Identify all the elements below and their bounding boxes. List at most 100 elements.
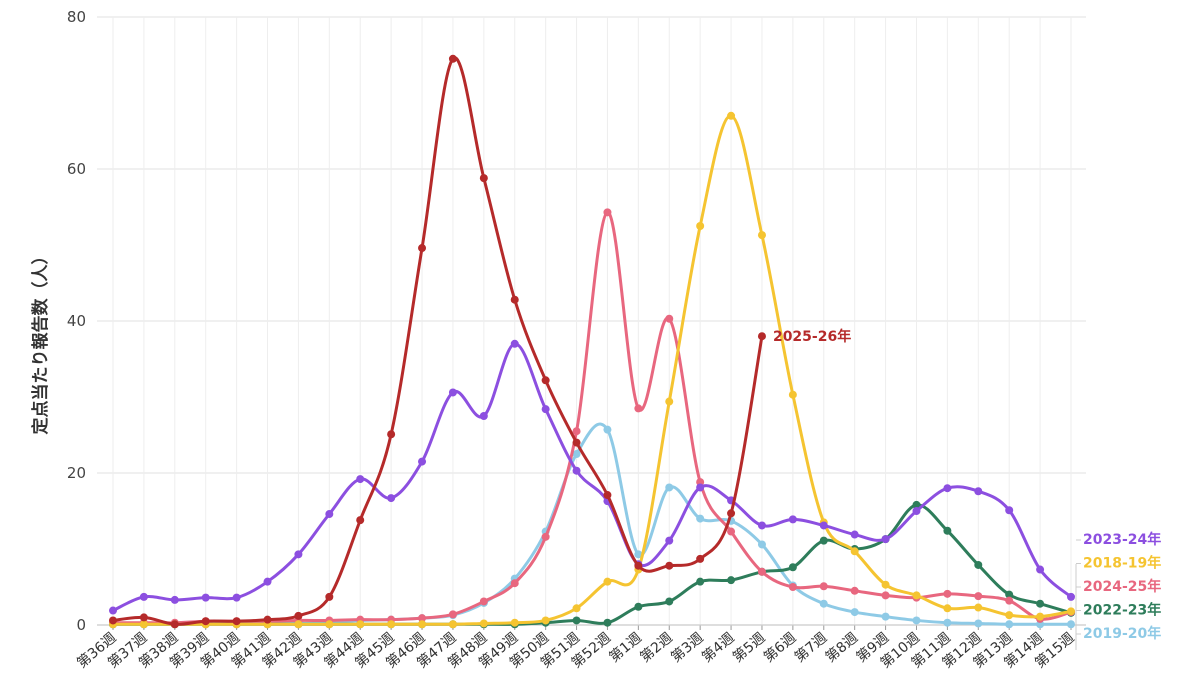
data-point	[912, 507, 921, 515]
data-point	[665, 314, 674, 323]
data-point	[356, 620, 365, 629]
data-point	[448, 610, 457, 619]
series-line	[111, 503, 1073, 626]
data-point	[974, 560, 983, 569]
series-2019-20年	[109, 422, 1075, 629]
data-point	[974, 592, 983, 601]
data-point	[757, 540, 766, 549]
data-point	[788, 583, 797, 591]
data-point	[201, 593, 210, 602]
data-point	[418, 457, 427, 466]
data-point	[727, 527, 736, 536]
data-point	[356, 516, 365, 525]
data-point	[819, 599, 828, 608]
data-point	[510, 579, 519, 588]
data-point	[572, 466, 581, 475]
data-point	[727, 111, 736, 120]
data-point	[232, 593, 241, 602]
data-point	[912, 500, 921, 509]
series-2025-26年	[109, 54, 766, 629]
series-line	[111, 342, 1073, 613]
x-tick-label: 第7週	[791, 629, 830, 666]
data-point	[1067, 607, 1075, 616]
data-point	[943, 604, 952, 613]
data-point	[757, 567, 766, 576]
data-point	[757, 332, 766, 341]
data-point	[665, 561, 674, 570]
data-point	[387, 430, 396, 439]
data-point	[1005, 620, 1014, 629]
data-point	[943, 589, 952, 598]
data-point	[541, 376, 550, 385]
data-point	[696, 483, 705, 492]
data-point	[139, 592, 148, 601]
y-axis-label: 定点当たり報告数（人）	[30, 248, 51, 435]
legend-label: 2023-24年	[1083, 531, 1161, 548]
x-tick-label: 第4週	[698, 629, 737, 666]
data-point	[170, 595, 179, 604]
data-point	[232, 617, 241, 626]
axes: 020406080第36週第37週第38週第39週第40週第41週第42週第43…	[30, 8, 1086, 672]
data-point	[541, 405, 550, 414]
data-point	[1005, 590, 1014, 599]
data-point	[109, 606, 117, 615]
data-point	[387, 494, 396, 503]
legend-label: 2019-20年	[1083, 625, 1161, 642]
data-point	[850, 530, 859, 539]
data-point	[541, 532, 550, 541]
data-point	[418, 244, 427, 253]
data-point	[479, 174, 488, 183]
data-point	[665, 597, 674, 606]
data-point	[263, 615, 272, 624]
series-2023-24年	[109, 339, 1075, 615]
data-point	[850, 608, 859, 617]
y-tick-label: 0	[76, 616, 86, 634]
data-point	[294, 611, 303, 620]
data-point	[448, 54, 457, 63]
series-2018-19年	[109, 111, 1075, 629]
series-line	[111, 210, 1073, 625]
data-point	[943, 484, 952, 493]
legend-label: 2024-25年	[1083, 578, 1161, 595]
data-point	[881, 612, 890, 621]
data-point	[881, 580, 890, 589]
data-point	[572, 604, 581, 613]
data-point	[170, 620, 179, 629]
data-point	[109, 616, 117, 625]
data-point	[1005, 506, 1014, 515]
data-point	[325, 592, 334, 601]
data-point	[294, 550, 303, 559]
labels: 2025-26年 2023-24年 2018-19年 2024-25年 2022-23年…	[773, 328, 1161, 650]
series-line	[111, 56, 764, 626]
data-point	[727, 576, 736, 585]
data-point	[634, 602, 643, 611]
y-tick-label: 60	[67, 160, 86, 178]
data-point	[757, 231, 766, 240]
data-point	[819, 536, 828, 545]
data-point	[696, 554, 705, 563]
data-point	[603, 577, 612, 586]
data-point	[510, 295, 519, 304]
data-point	[510, 339, 519, 348]
data-point	[294, 620, 303, 629]
data-point	[1036, 599, 1045, 608]
data-point	[139, 620, 148, 629]
data-point	[510, 618, 519, 627]
data-point	[139, 613, 148, 622]
data-point	[448, 388, 457, 397]
data-point	[757, 521, 766, 530]
data-point	[572, 427, 581, 436]
data-point	[263, 577, 272, 586]
y-tick-label: 20	[67, 464, 86, 482]
data-point	[665, 397, 674, 406]
data-point	[418, 614, 427, 623]
series-end-label: 2025-26年	[773, 328, 851, 345]
data-point	[974, 619, 983, 628]
x-tick-label: 第8週	[822, 629, 861, 666]
data-point	[541, 616, 550, 625]
data-point	[819, 582, 828, 591]
legend-label: 2022-23年	[1083, 602, 1161, 619]
x-tick-label: 第3週	[668, 629, 707, 666]
